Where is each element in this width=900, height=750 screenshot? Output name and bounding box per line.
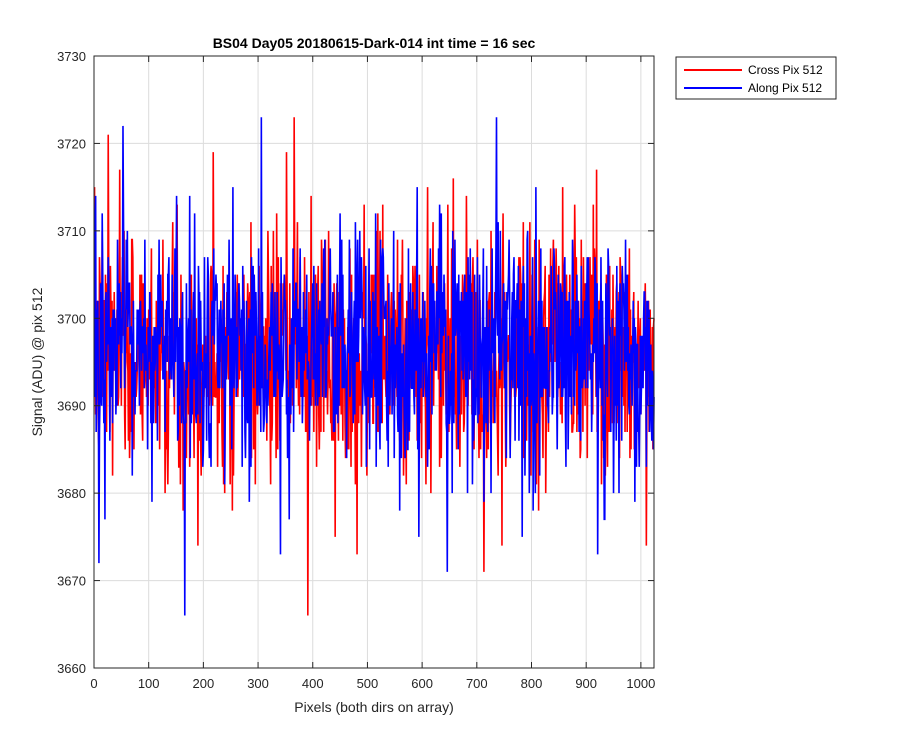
y-axis-label: Signal (ADU) @ pix 512 [29,287,45,436]
x-axis-label: Pixels (both dirs on array) [294,699,454,715]
x-tick-label: 0 [90,676,97,691]
x-tick-label: 600 [411,676,433,691]
legend-label-along: Along Pix 512 [748,81,822,95]
x-tick-label: 100 [138,676,160,691]
x-tick-label: 800 [521,676,543,691]
plot-frame [93,55,655,669]
x-tick-label: 700 [466,676,488,691]
x-tick-label: 200 [193,676,215,691]
y-tick-label: 3660 [57,661,86,676]
y-tick-label: 3720 [57,136,86,151]
y-tick-label: 3730 [57,49,86,64]
legend-box [675,56,837,100]
y-tick-label: 3680 [57,486,86,501]
y-tick-label: 3700 [57,311,86,326]
legend: Cross Pix 512 Along Pix 512 [675,56,837,100]
y-tick-label: 3710 [57,224,86,239]
y-tick-label: 3670 [57,574,86,589]
legend-label-cross: Cross Pix 512 [748,63,823,77]
x-tick-label: 900 [575,676,597,691]
x-tick-label: 500 [357,676,379,691]
x-tick-label: 1000 [626,676,655,691]
chart-title: BS04 Day05 20180615-Dark-014 int time = … [213,35,536,51]
y-tick-label: 3690 [57,399,86,414]
axis-ticks: 0 100 200 300 400 500 600 700 800 900 1000 3660 3670… [57,49,655,691]
series-line-along [93,117,655,616]
series-layer [93,117,655,616]
x-tick-label: 300 [247,676,269,691]
x-tick-label: 400 [302,676,324,691]
